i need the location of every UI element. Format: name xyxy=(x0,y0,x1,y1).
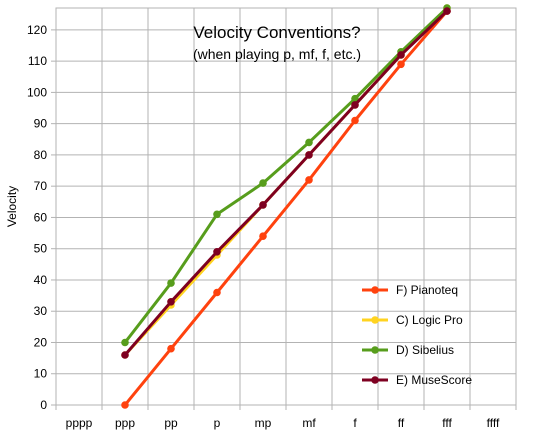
data-point xyxy=(167,298,175,306)
data-point xyxy=(121,351,129,359)
series-line xyxy=(123,6,449,344)
data-point xyxy=(305,176,313,184)
series-line xyxy=(123,10,449,406)
y-tick-label: 120 xyxy=(27,23,47,37)
y-tick-label: 60 xyxy=(34,210,48,224)
series-line xyxy=(123,10,449,356)
data-point xyxy=(259,179,267,187)
x-tick-label: ffff xyxy=(487,416,500,430)
x-tick-label: pp xyxy=(164,416,178,430)
data-point xyxy=(213,210,221,219)
x-tick-label: mf xyxy=(302,416,316,430)
y-tick-label: 100 xyxy=(27,85,47,99)
x-tick-label: f xyxy=(353,416,357,430)
legend-swatch-marker xyxy=(371,316,379,324)
data-point xyxy=(351,94,359,103)
y-tick-label: 30 xyxy=(34,304,48,318)
x-tick-label: p xyxy=(214,416,221,430)
data-point xyxy=(259,201,267,209)
data-point xyxy=(259,232,267,240)
data-point xyxy=(443,7,451,15)
legend-label: F) Pianoteq xyxy=(396,283,458,297)
y-tick-label: 90 xyxy=(34,117,48,131)
legend-swatch-marker xyxy=(371,286,379,294)
y-tick-label: 110 xyxy=(28,54,47,68)
y-tick-label: 40 xyxy=(34,273,48,287)
data-point xyxy=(305,138,313,147)
y-tick-label: 20 xyxy=(34,335,48,349)
x-tick-label: mp xyxy=(255,416,272,430)
data-point xyxy=(121,401,129,409)
series-group xyxy=(121,7,451,359)
data-point xyxy=(121,338,129,347)
data-point xyxy=(351,116,359,125)
series xyxy=(121,4,451,409)
data-point xyxy=(167,344,175,353)
data-point xyxy=(167,279,175,287)
y-tick-label: 0 xyxy=(40,398,47,412)
legend-label: E) MuseScore xyxy=(396,373,472,387)
series-group xyxy=(121,7,451,409)
y-tick-label: 10 xyxy=(34,367,48,381)
x-tick-label: pppp xyxy=(66,416,93,430)
x-tick-label: fff xyxy=(442,416,452,430)
data-point xyxy=(397,51,405,59)
data-point xyxy=(213,248,221,256)
legend-label: D) Sibelius xyxy=(396,343,454,357)
chart-title: Velocity Conventions? xyxy=(193,23,360,42)
chart-subtitle: (when playing p, mf, f, etc.) xyxy=(193,46,361,62)
y-tick-label: 80 xyxy=(34,148,48,162)
y-tick-label: 50 xyxy=(34,242,48,256)
data-point xyxy=(213,288,221,297)
legend-swatch-marker xyxy=(371,346,379,354)
y-tick-label: 70 xyxy=(34,179,48,193)
legend-label: C) Logic Pro xyxy=(396,313,463,327)
legend: F) Pianoteq C) Logic Pro D) Sibelius E) Mus… xyxy=(362,283,472,387)
y-axis-label: Velocity xyxy=(5,186,19,227)
legend-swatch-marker xyxy=(371,376,379,384)
data-point xyxy=(397,60,405,69)
x-tick-label: ppp xyxy=(115,416,135,430)
x-tick-label: ff xyxy=(398,416,405,430)
data-point xyxy=(351,101,359,109)
data-point xyxy=(305,151,313,159)
